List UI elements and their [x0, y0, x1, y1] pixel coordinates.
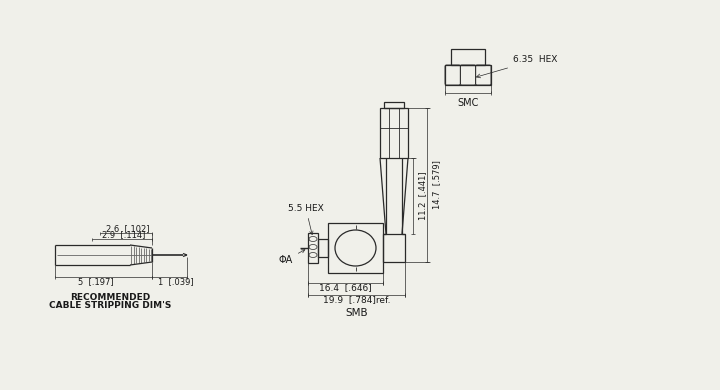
Bar: [318, 239, 328, 257]
Text: 11.2  [.441]: 11.2 [.441]: [418, 172, 428, 220]
Text: 14.7  [.579]: 14.7 [.579]: [433, 161, 441, 209]
Bar: [451, 49, 485, 65]
Bar: [328, 223, 383, 273]
Text: 2.9  [.114]: 2.9 [.114]: [102, 230, 145, 239]
Bar: [384, 102, 404, 108]
Text: SMC: SMC: [457, 98, 479, 108]
Text: 2.6  [.102]: 2.6 [.102]: [107, 225, 150, 234]
Text: 1  [.039]: 1 [.039]: [158, 278, 193, 287]
Text: 16.4  [.646]: 16.4 [.646]: [319, 284, 372, 292]
Bar: [445, 65, 491, 85]
Text: ΦA: ΦA: [279, 250, 305, 265]
Text: RECOMMENDED: RECOMMENDED: [70, 292, 150, 301]
Text: 19.9  [.784]ref.: 19.9 [.784]ref.: [323, 296, 390, 305]
Text: SMB: SMB: [345, 308, 368, 318]
Text: 6.35  HEX: 6.35 HEX: [477, 55, 557, 78]
Bar: [308, 233, 318, 263]
Bar: [380, 108, 408, 158]
Bar: [383, 234, 405, 262]
Text: 5  [.197]: 5 [.197]: [78, 278, 113, 287]
Text: 5.5 HEX: 5.5 HEX: [288, 204, 324, 234]
Text: CABLE STRIPPING DIM'S: CABLE STRIPPING DIM'S: [49, 301, 171, 310]
